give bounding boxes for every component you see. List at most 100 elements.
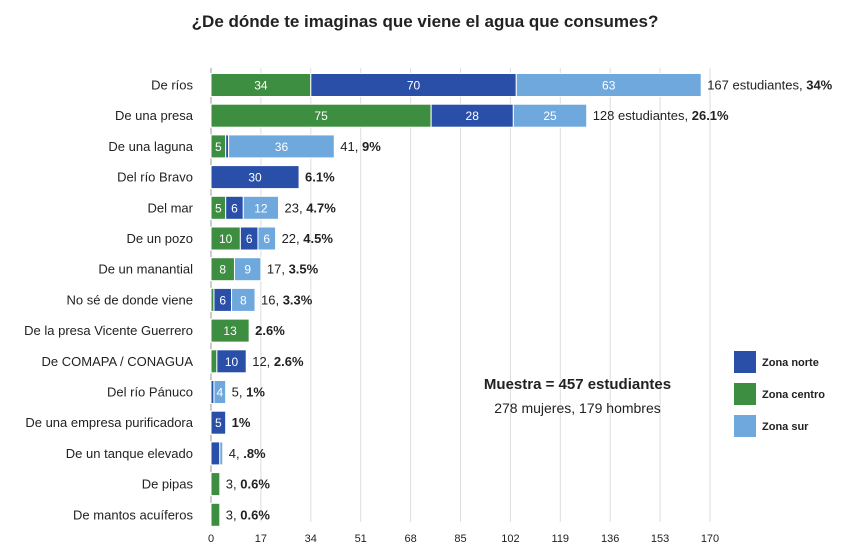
segment-value-label: 10 [219,232,233,246]
bar-total-label: 1% [232,415,251,430]
category-label: Del mar [147,200,193,215]
bar-segment [512,103,588,128]
x-tick-label: 85 [454,533,466,545]
bar-segment [228,134,335,159]
x-tick-label: 119 [552,533,570,545]
bar-total-percent: 1% [232,415,251,430]
category-label: De mantos acuíferos [73,507,193,522]
legend-label: Zona centro [762,389,825,401]
bar-segment [210,165,300,190]
bar-total-percent: 2.6% [255,323,285,338]
x-tick-label: 102 [501,533,519,545]
bar-total-label: 5, 1% [232,385,266,400]
category-label: De COMAPA / CONAGUA [42,354,194,369]
bar-segment [210,410,227,435]
bar-total-percent: 6.1% [305,170,335,185]
category-label: De pipas [142,477,194,492]
bar-total-percent: 0.6% [240,477,270,492]
segment-value-label: 6 [219,293,226,307]
x-tick-label: 136 [601,533,619,545]
x-tick-label: 17 [255,533,267,545]
bar-total-count: 4, [229,446,243,461]
bar-total-count: 5, [232,385,246,400]
segment-value-label: 13 [223,324,237,338]
segment-value-label: 4 [216,386,223,400]
bar-total-count: 41, [340,139,362,154]
category-label: De una laguna [108,139,193,154]
category-label: De un pozo [127,231,194,246]
bar-total-count: 23, [285,200,307,215]
x-tick-label: 153 [651,533,669,545]
bar-segment [213,380,227,404]
segment-value-label: 8 [219,263,226,277]
category-label: Del río Bravo [117,170,193,185]
bar-segment [231,287,256,312]
segment-value-label: 34 [254,79,268,93]
bar-total-label: 23, 4.7% [285,200,337,215]
bar-total-label: 41, 9% [340,139,381,154]
chart-title: ¿De dónde te imaginas que viene el agua … [191,12,659,31]
bar-total-label: 3, 0.6% [226,507,271,522]
category-label: De ríos [151,78,193,93]
bar-total-percent: 34% [806,78,832,93]
bar-segment [515,73,702,97]
bar-total-percent: .8% [243,446,266,461]
segment-value-label: 9 [244,263,251,277]
segment-value-label: 10 [225,355,239,369]
bar-total-label: 22, 4.5% [282,231,334,246]
segment-value-label: 63 [602,79,616,93]
bar-total-percent: 9% [362,139,381,154]
bar-total-label: 16, 3.3% [261,292,313,307]
bar-total-percent: 3.5% [289,262,319,277]
sample-breakdown-label: 278 mujeres, 179 hombres [494,400,661,416]
bar-total-count: 16, [261,292,283,307]
x-tick-label: 170 [701,533,719,545]
x-tick-label: 34 [305,533,317,545]
category-label: De una presa [115,108,194,123]
bar-segment [210,502,221,527]
segment-value-label: 5 [215,416,222,430]
bar-total-count: 128 estudiantes, [593,108,692,123]
category-label: De un manantial [98,262,193,277]
x-tick-label: 0 [208,533,214,545]
bar-total-percent: 4.5% [303,231,333,246]
bar-total-percent: 0.6% [240,507,270,522]
segment-value-label: 30 [248,171,262,185]
bar-total-label: 2.6% [255,323,285,338]
bar-total-count: 167 estudiantes, [707,78,806,93]
category-label: De la presa Vicente Guerrero [24,323,193,338]
segment-value-label: 5 [215,140,222,154]
segment-value-label: 6 [231,201,238,215]
bar-segment [257,226,277,251]
category-label: De un tanque elevado [66,446,193,461]
bar-total-label: 12, 2.6% [252,354,304,369]
bar-segment [216,349,247,374]
bar-segment [210,318,250,343]
bar-total-label: 128 estudiantes, 26.1% [593,108,729,123]
bar-total-percent: 2.6% [274,354,304,369]
bar-total-label: 167 estudiantes, 34% [707,78,832,93]
bar-total-percent: 4.7% [306,200,336,215]
category-label: Del río Pánuco [107,385,193,400]
segment-value-label: 25 [543,109,557,123]
bar-total-percent: 1% [246,385,265,400]
segment-value-label: 6 [246,232,253,246]
bar-total-percent: 3.3% [283,292,313,307]
bar-segment [210,441,221,466]
legend-swatch [734,383,756,405]
segment-value-label: 12 [254,201,268,215]
category-label: De una empresa purificadora [25,415,193,430]
bar-total-count: 22, [282,231,304,246]
bar-total-percent: 26.1% [692,108,729,123]
category-label: No sé de donde viene [67,292,193,307]
bar-total-label: 6.1% [305,170,335,185]
segment-value-label: 8 [240,293,247,307]
segment-value-label: 36 [275,140,289,154]
segment-value-label: 28 [466,109,480,123]
legend-swatch [734,351,756,373]
bar-total-count: 17, [267,262,289,277]
sample-size-label: Muestra = 457 estudiantes [483,376,672,393]
bar-segment [210,472,221,497]
